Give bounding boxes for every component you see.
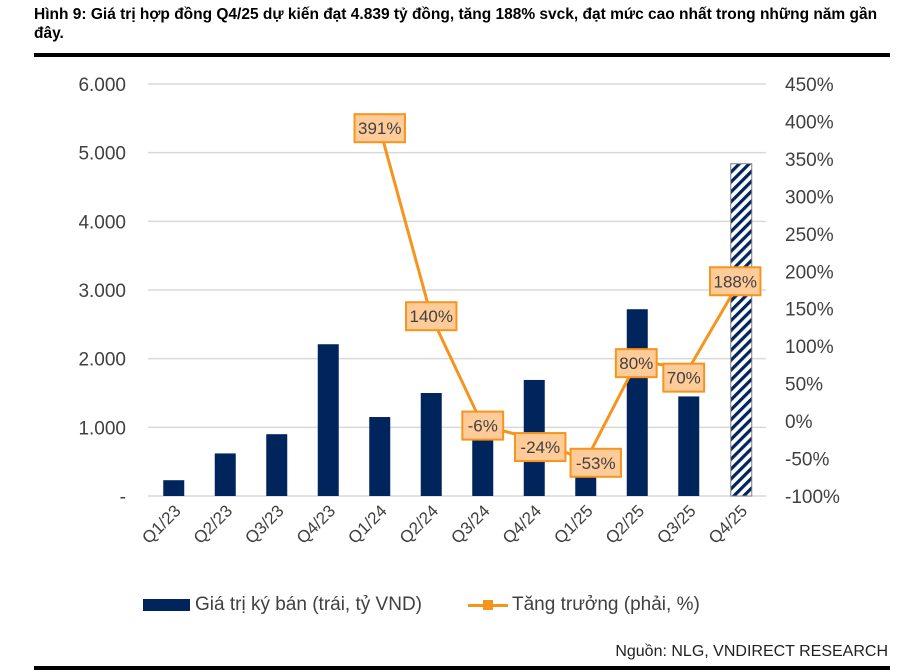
category-label: Q3/25 <box>653 501 699 547</box>
category-label: Q3/24 <box>447 501 493 547</box>
legend-bar-label: Giá trị ký bán (trái, tỷ VND) <box>195 594 422 615</box>
category-label: Q4/23 <box>293 501 339 547</box>
bar <box>369 417 391 496</box>
data-labels: 391% 140% -6% -24% -53% 80% 70% 188% <box>353 113 762 478</box>
bar-forecast <box>730 163 753 497</box>
right-tick-label: -100% <box>785 487 840 508</box>
category-label: Q2/23 <box>190 501 236 547</box>
data-label: -53% <box>576 454 616 473</box>
right-tick-label: 300% <box>785 187 834 208</box>
category-label: Q3/23 <box>241 501 287 547</box>
left-tick-label: 3.000 <box>78 281 126 302</box>
bar <box>678 396 700 496</box>
gridlines <box>148 83 766 497</box>
category-label: Q4/24 <box>499 501 545 547</box>
legend: Giá trị ký bán (trái, tỷ VND) Tăng trưởn… <box>143 592 700 618</box>
data-label-box <box>569 447 622 478</box>
left-tick-label: 4.000 <box>78 212 126 233</box>
category-label: Q1/25 <box>550 501 596 547</box>
right-tick-label: 350% <box>785 150 834 171</box>
bar <box>626 309 648 496</box>
source-note: Nguồn: NLG, VNDIRECT RESEARCH <box>615 643 888 660</box>
right-tick-label: 0% <box>785 412 813 433</box>
data-label: 80% <box>619 354 653 373</box>
figure-title: Hình 9: Giá trị hợp đồng Q4/25 dự kiến đ… <box>34 6 878 42</box>
top-rule <box>34 53 890 57</box>
data-label-box <box>662 362 706 393</box>
legend-item-bar: Giá trị ký bán (trái, tỷ VND) <box>143 594 422 616</box>
data-label: 391% <box>358 119 401 138</box>
category-label: Q2/25 <box>602 501 648 547</box>
legend-line-label: Tăng trưởng (phải, %) <box>512 594 700 615</box>
left-tick-label: 5.000 <box>78 144 126 165</box>
bar <box>163 480 185 496</box>
left-tick-label: 6.000 <box>78 75 126 96</box>
legend-bar-swatch <box>143 599 190 611</box>
right-tick-label: 200% <box>785 262 834 283</box>
category-label: Q4/25 <box>705 501 751 547</box>
data-label: -6% <box>468 417 498 436</box>
category-axis: Q1/23 Q2/23 Q3/23 Q4/23 Q1/24 Q2/24 Q3/24 Q4/24… <box>138 501 751 547</box>
data-label-box <box>461 410 505 441</box>
left-tick-label: - <box>120 487 126 508</box>
data-label: 188% <box>714 272 757 291</box>
right-axis: -100% -50% 0% 50% 100% 150% 200% 250% 300% 350% 40… <box>785 75 840 508</box>
bar <box>472 437 494 496</box>
left-tick-label: 2.000 <box>78 350 126 371</box>
category-label: Q1/23 <box>138 501 184 547</box>
category-label: Q2/24 <box>396 501 442 547</box>
data-label-box <box>514 432 567 463</box>
data-label-box <box>709 266 762 297</box>
bottom-rule <box>34 666 890 670</box>
left-tick-label: 1.000 <box>78 418 126 439</box>
right-tick-label: 150% <box>785 300 834 321</box>
bar-series <box>163 163 753 497</box>
bar <box>317 344 339 496</box>
right-tick-label: 450% <box>785 75 834 96</box>
right-tick-label: 250% <box>785 225 834 246</box>
right-tick-label: 100% <box>785 337 834 358</box>
data-label-box <box>353 113 406 144</box>
legend-item-line: Tăng trưởng (phải, %) <box>468 594 700 616</box>
data-label: 140% <box>410 307 453 326</box>
legend-line-swatch <box>468 599 508 611</box>
right-tick-label: 400% <box>785 112 834 133</box>
data-label-box <box>614 348 658 379</box>
data-label-box <box>405 301 458 332</box>
data-label: -24% <box>520 438 560 457</box>
bar <box>420 393 442 496</box>
data-label: 70% <box>667 369 701 388</box>
left-axis: - 1.000 2.000 3.000 4.000 5.000 6.000 <box>78 75 126 508</box>
right-tick-label: -50% <box>785 450 829 471</box>
right-tick-label: 50% <box>785 375 823 396</box>
category-label: Q1/24 <box>344 501 390 547</box>
bar <box>266 434 288 496</box>
bar <box>214 453 236 496</box>
